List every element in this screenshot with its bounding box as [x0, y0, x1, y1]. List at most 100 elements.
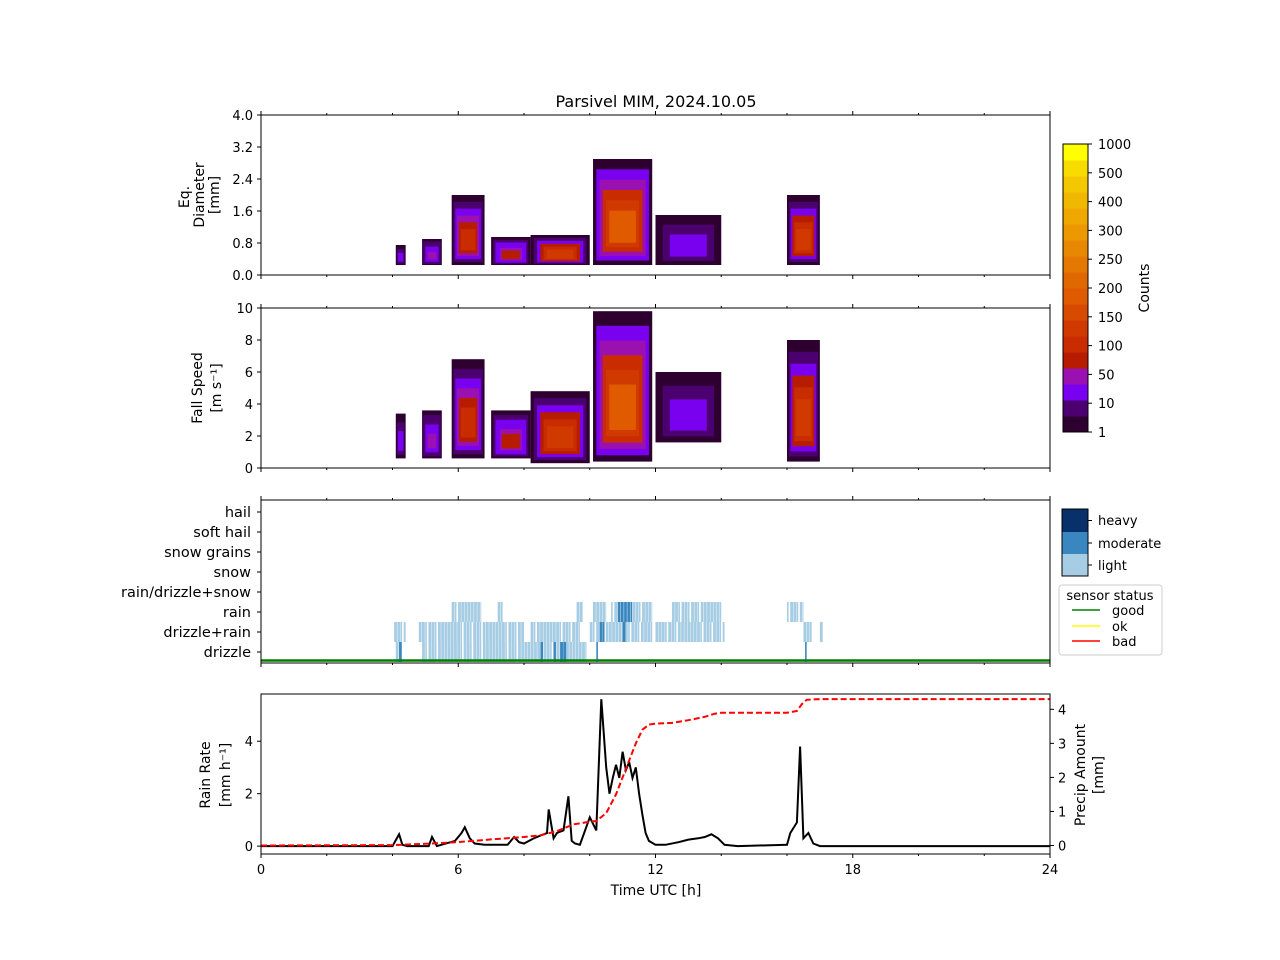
precip-type-label-0: drizzle: [204, 645, 251, 661]
precip-type-cell: [466, 622, 470, 642]
precip-type-cell: [495, 622, 499, 642]
precip-type-cell: [599, 622, 603, 642]
colorbar-cell-10: [1063, 256, 1088, 273]
precip-type-cell: [552, 622, 556, 642]
precip-type-cell: [681, 602, 685, 622]
precip-type-cell: [550, 642, 552, 662]
precip-type-cell: [694, 602, 698, 622]
precip-amount-ylabel-line2: [mm]: [1091, 756, 1107, 794]
precip-type-cell: [444, 622, 448, 642]
precip-type-cell: [596, 602, 600, 622]
precip-type-cell: [399, 642, 402, 662]
precip-type-cell: [675, 602, 678, 622]
colorbar-tick-label-10: 1000: [1098, 138, 1131, 153]
colorbar-cell-17: [1063, 144, 1088, 161]
precip-type-cell: [592, 622, 595, 642]
precip-type-cell: [719, 602, 722, 622]
precip-type-cell: [553, 642, 556, 662]
precip-type-cell: [518, 642, 521, 662]
diameter-xticks: [260, 111, 1051, 279]
amount-ytick-label-2: 2: [1058, 771, 1066, 786]
precip-type-cell: [608, 622, 612, 642]
heat-cell-0-5: [398, 254, 403, 261]
precip-type-cell: [463, 642, 467, 662]
precip-type-cell: [651, 602, 653, 622]
precip-type-cell: [458, 602, 461, 622]
diameter-yticks: 0.0 0.8 1.6 2.4 3.2 4.0: [232, 109, 261, 284]
precip-type-cell: [596, 642, 598, 662]
rain-rate-line: [261, 699, 1050, 848]
precip-type-cell: [425, 622, 427, 642]
precip-type-cell: [500, 602, 503, 622]
precip-type-cell: [790, 602, 793, 622]
precip-type-cell: [489, 622, 492, 642]
precip-type-cell: [671, 622, 675, 642]
precip-type-cell: [497, 602, 501, 622]
precip-type-cell: [450, 622, 454, 642]
heat-cell-7-5: [796, 229, 811, 251]
heat-cell-0-5: [398, 435, 403, 449]
precip-type-cell: [450, 642, 454, 662]
precip-type-cell: [612, 622, 615, 642]
precip-type-cell: [422, 622, 425, 642]
intensity-colorbar: heavy moderate light: [1061, 508, 1161, 577]
precip-type-cell: [477, 602, 481, 622]
precip-type-cell: [799, 602, 803, 622]
precip-type-xticks: [260, 496, 1051, 667]
precip-type-cell: [575, 622, 579, 642]
precip-type-cell: [665, 622, 667, 642]
precip-type-cell: [505, 642, 507, 662]
xtick-label-0: 0: [257, 863, 265, 878]
precip-type-cell: [470, 642, 472, 662]
colorbar-cell-5: [1063, 336, 1088, 353]
heat-cell-6-5: [673, 406, 704, 428]
precip-type-cell: [428, 642, 432, 662]
precip-type-cell: [498, 622, 502, 642]
precip-type-cell: [461, 602, 465, 622]
precip-type-label-6: soft hail: [193, 525, 251, 541]
precip-type-cell: [464, 602, 468, 622]
precip-type-cell: [479, 622, 482, 642]
precip-type-cell: [579, 602, 583, 622]
precip-type-label-1: drizzle+rain: [163, 625, 251, 641]
precip-type-cell: [642, 602, 645, 622]
precip-type-cell: [628, 622, 630, 642]
heat-cell-3-5: [501, 433, 520, 449]
precip-type-cell: [543, 622, 547, 642]
precip-type-cell: [470, 622, 472, 642]
colorbar-cell-8: [1063, 288, 1088, 305]
precip-type-cell: [710, 602, 714, 622]
precip-type-cell: [534, 642, 537, 662]
precip-type-cell: [585, 642, 587, 662]
colorbar-cell-7: [1063, 304, 1088, 321]
precip-type-cell: [684, 602, 688, 622]
precip-type-cell: [395, 642, 399, 662]
precip-type-cell: [563, 642, 567, 662]
rainrate-xticks: 0 6 12 18 24: [257, 854, 1058, 878]
intensity-light-cell: [1062, 554, 1088, 576]
precip-type-cell: [707, 602, 710, 622]
precip-type-cell: [709, 622, 712, 642]
precip-type-label-5: snow grains: [164, 545, 251, 561]
precip-type-cell: [543, 642, 547, 662]
colorbar: 1 10 50 100 150 200 250 300 400 500 1000 Counts: [1062, 138, 1153, 441]
ytick-label-2: 4: [245, 398, 253, 413]
precip-type-cell: [687, 622, 691, 642]
precip-type-cell: [463, 622, 467, 642]
precip-type-cell: [803, 622, 807, 642]
precip-amount-ylabel-line1: Precip Amount: [1073, 723, 1089, 826]
precip-type-cell: [431, 622, 435, 642]
precip-type-cell: [508, 642, 512, 662]
colorbar-cell-1: [1063, 400, 1088, 417]
heat-cell-4-5: [546, 249, 574, 259]
heat-cell-2-5: [460, 407, 476, 438]
ytick-label-2: 1.6: [232, 205, 253, 220]
heat-cell-1-5: [427, 251, 437, 260]
precip-type-cell: [460, 622, 462, 642]
precip-amount-yticks: 0 1 2 3 4: [1050, 703, 1066, 854]
precip-type-cell: [596, 622, 599, 642]
colorbar-cell-0: [1063, 416, 1088, 433]
precip-type-cell: [624, 622, 628, 642]
precip-type-label-4: snow: [214, 565, 252, 581]
